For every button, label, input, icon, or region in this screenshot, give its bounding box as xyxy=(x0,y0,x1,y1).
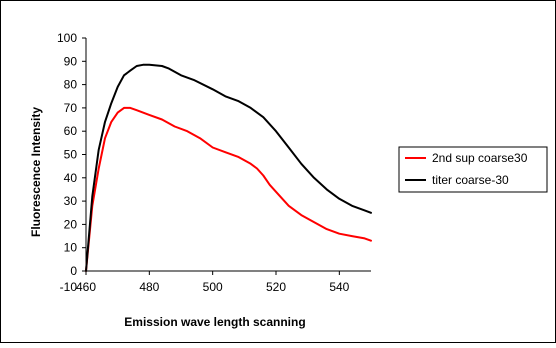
y-tick-label: 40 xyxy=(64,171,78,185)
legend-label-2: titer coarse-30 xyxy=(432,173,509,187)
x-tick-label: 520 xyxy=(266,280,286,294)
y-tick-label: 20 xyxy=(64,217,78,231)
y-tick-label: 10 xyxy=(64,241,78,255)
series-line-2 xyxy=(85,63,372,272)
legend: 2nd sup coarse30 titer coarse-30 xyxy=(398,146,548,193)
x-axis-title: Emission wave length scanning xyxy=(124,315,305,329)
legend-label-1: 2nd sup coarse30 xyxy=(432,151,528,165)
y-tick-label: 90 xyxy=(64,54,78,68)
y-tick-label: 100 xyxy=(57,31,77,45)
extra-tick-label: -10 xyxy=(60,280,78,294)
x-tick-label: 460 xyxy=(76,280,96,294)
y-tick-label: 50 xyxy=(64,148,78,162)
y-tick-label: 30 xyxy=(64,194,78,208)
series-line-1 xyxy=(85,106,372,272)
x-tick-label: 480 xyxy=(139,280,159,294)
y-tick-label: 70 xyxy=(64,101,78,115)
legend-box xyxy=(398,146,548,193)
x-tick-label: 500 xyxy=(203,280,223,294)
series-lines xyxy=(85,63,372,272)
y-tick-label: 80 xyxy=(64,78,78,92)
y-axis-title: Fluorescence Intensity xyxy=(29,107,43,237)
x-tick-label: 540 xyxy=(329,280,349,294)
axes: 0 10 20 30 40 50 60 70 80 90 100 460 480 500 520 540 -10 xyxy=(57,31,371,294)
y-tick-label: 60 xyxy=(64,124,78,138)
y-tick-label: 0 xyxy=(70,264,77,278)
